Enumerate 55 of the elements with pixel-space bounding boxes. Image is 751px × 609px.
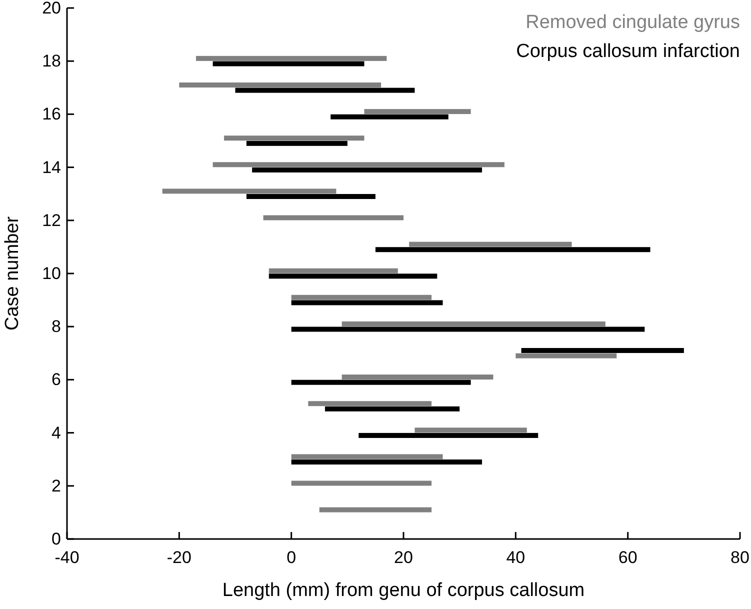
bar <box>330 114 448 120</box>
y-tick-label: 4 <box>52 423 61 442</box>
bar <box>521 348 684 353</box>
y-tick-label: 10 <box>42 264 61 283</box>
bar <box>358 432 538 438</box>
bar <box>179 82 382 88</box>
text: Removed cingulate gyrus <box>526 12 740 33</box>
bar <box>291 326 645 332</box>
bar <box>516 353 617 358</box>
x-tick-label: 0 <box>286 548 296 568</box>
bar <box>324 406 460 412</box>
bar <box>246 140 348 146</box>
x-tick-label: -20 <box>166 548 192 568</box>
y-tick-label: 2 <box>52 476 61 496</box>
bar <box>291 460 482 465</box>
bar <box>162 188 336 194</box>
y-tick-label: 20 <box>42 0 61 18</box>
y-tick-label: 16 <box>42 104 61 124</box>
bar <box>212 61 364 66</box>
y-tick-label: 6 <box>52 370 61 390</box>
y-tick-label: 8 <box>52 317 61 336</box>
x-tick-label: -40 <box>54 548 80 568</box>
bar <box>291 480 432 486</box>
y-tick-label: 0 <box>52 529 61 548</box>
text: Corpus callosum infarction <box>516 41 740 62</box>
x-tick-label: 80 <box>730 548 750 568</box>
bar <box>319 507 432 512</box>
y-axis-title: Case number <box>2 216 23 331</box>
bar <box>224 136 364 141</box>
bar <box>212 162 504 168</box>
bar <box>308 401 432 406</box>
y-tick-label: 18 <box>42 52 61 71</box>
bar <box>291 454 443 460</box>
bar <box>414 428 527 433</box>
bar <box>409 242 572 247</box>
bar <box>291 380 471 385</box>
bar <box>364 109 471 114</box>
bar <box>342 374 494 380</box>
bar <box>342 321 606 326</box>
bar <box>252 167 482 172</box>
y-tick-label: 14 <box>42 158 61 177</box>
y-tick-label: 12 <box>42 210 61 230</box>
bar <box>375 247 650 252</box>
bar <box>263 215 404 220</box>
bar <box>268 274 438 279</box>
x-axis-title: Length (mm) from genu of corpus callosum <box>222 580 585 601</box>
bar <box>196 56 387 61</box>
bar <box>235 88 415 93</box>
bar <box>268 268 398 274</box>
x-tick-label: 40 <box>506 548 526 568</box>
bar <box>246 194 376 200</box>
x-tick-label: 60 <box>618 548 638 568</box>
bar <box>291 300 443 306</box>
x-tick-label: 20 <box>394 548 413 568</box>
bar <box>291 294 432 300</box>
